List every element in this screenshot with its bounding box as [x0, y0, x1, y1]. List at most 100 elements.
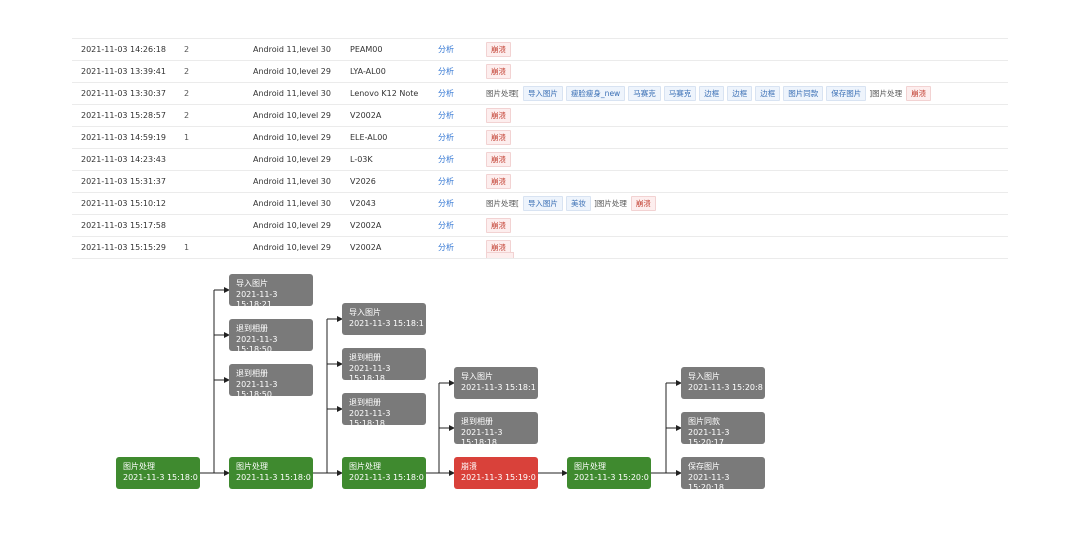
flow-node-time: 2021-11-3 15:19:0: [461, 473, 536, 482]
flow-node-time: 2021-11-3 15:20:17: [688, 428, 730, 447]
flow-node-label: 导入图片: [688, 372, 720, 381]
flow-node-time: 2021-11-3 15:18:50: [236, 380, 278, 399]
flow-node[interactable]: 图片处理 2021-11-3 15:18:0: [229, 457, 313, 489]
analyze-link[interactable]: 分析: [438, 177, 454, 186]
os-version: Android 11,level 30: [253, 89, 331, 98]
event-time: 2021-11-03 15:28:57: [81, 111, 166, 120]
crash-tag[interactable]: 崩溃: [906, 86, 932, 101]
flow-node[interactable]: 退到相册 2021-11-3 15:18:50: [229, 364, 313, 399]
flow-node-label: 图片同款: [688, 417, 720, 426]
redaction-mask: [199, 149, 239, 170]
flow-node-time: 2021-11-3 15:20:0: [574, 473, 649, 482]
table-row: 2021-11-03 15:28:57 2 Android 10,level 29 V…: [72, 104, 1008, 126]
crash-tag[interactable]: 崩溃: [486, 42, 511, 57]
redaction-mask: [199, 237, 239, 258]
group-bracket-label: 图片处理[: [486, 89, 519, 98]
crash-tag-cutoff: [486, 252, 514, 258]
os-version: Android 11,level 30: [253, 45, 331, 54]
flow-node[interactable]: 图片同款 2021-11-3 15:20:17: [681, 412, 765, 447]
crash-tag[interactable]: 崩溃: [486, 64, 511, 79]
event-time: 2021-11-03 14:59:19: [81, 133, 166, 142]
device-model: PEAM00: [350, 45, 383, 54]
user-id: 1: [184, 243, 190, 252]
table-row: 2021-11-03 14:59:19 1 Android 10,level 29 E…: [72, 126, 1008, 148]
crash-tag[interactable]: 崩溃: [486, 130, 511, 145]
flow-node-label: 退到相册: [461, 417, 493, 426]
flow-node-label: 退到相册: [349, 398, 381, 407]
flow-node[interactable]: 导入图片 2021-11-3 15:18:21: [229, 274, 313, 309]
analyze-link[interactable]: 分析: [438, 67, 454, 76]
analyze-link[interactable]: 分析: [438, 89, 454, 98]
action-tag[interactable]: 边框: [699, 86, 725, 101]
flow-node-label: 保存图片: [688, 462, 720, 471]
analyze-link[interactable]: 分析: [438, 221, 454, 230]
event-time: 2021-11-03 15:10:12: [81, 199, 166, 208]
flow-node[interactable]: 图片处理 2021-11-3 15:18:0: [342, 457, 426, 489]
event-time: 2021-11-03 15:15:29: [81, 243, 166, 252]
device-model: ELE-AL00: [350, 133, 388, 142]
flow-node-time: 2021-11-3 15:18:0: [236, 473, 311, 482]
analyze-link[interactable]: 分析: [438, 45, 454, 54]
flow-node-crash[interactable]: 崩溃 2021-11-3 15:19:0: [454, 457, 538, 489]
flow-node[interactable]: 保存图片 2021-11-3 15:20:18: [681, 457, 765, 492]
redaction-mask: [199, 215, 239, 236]
os-version: Android 10,level 29: [253, 111, 331, 120]
device-model: V2026: [350, 177, 376, 186]
redaction-mask: [199, 127, 239, 148]
action-tag[interactable]: 美妆: [565, 196, 591, 211]
action-tag[interactable]: 导入图片: [522, 86, 563, 101]
action-tag[interactable]: 马赛克: [628, 86, 661, 101]
crash-tag[interactable]: 崩溃: [486, 108, 511, 123]
action-tag[interactable]: 瘦脸瘦身_new: [565, 86, 626, 101]
flow-node-label: 崩溃: [461, 462, 477, 471]
flow-node-time: 2021-11-3 15:18:1: [349, 319, 424, 328]
user-id: 2: [184, 67, 190, 76]
action-tag[interactable]: 保存图片: [826, 86, 867, 101]
flow-node[interactable]: 退到相册 2021-11-3 15:18:18: [342, 393, 426, 428]
action-tag[interactable]: 导入图片: [522, 196, 563, 211]
flow-node-label: 退到相册: [236, 324, 268, 333]
event-time: 2021-11-03 14:23:43: [81, 155, 166, 164]
user-id: 2: [184, 45, 190, 54]
flow-node[interactable]: 导入图片 2021-11-3 15:18:1: [454, 367, 538, 399]
crash-tag[interactable]: 崩溃: [486, 152, 511, 167]
table-row: 2021-11-03 13:39:41 2 Android 10,level 29 L…: [72, 60, 1008, 82]
action-tag[interactable]: 马赛克: [663, 86, 697, 101]
event-log-table: 2021-11-03 14:26:18 2 Android 11,level 30 P…: [72, 38, 1008, 259]
flow-node[interactable]: 退到相册 2021-11-3 15:18:18: [454, 412, 538, 447]
analyze-link[interactable]: 分析: [438, 111, 454, 120]
analyze-link[interactable]: 分析: [438, 199, 454, 208]
event-time: 2021-11-03 13:30:37: [81, 89, 166, 98]
flow-node[interactable]: 导入图片 2021-11-3 15:18:1: [342, 303, 426, 335]
flow-node[interactable]: 退到相册 2021-11-3 15:18:18: [342, 348, 426, 383]
flow-node[interactable]: 图片处理 2021-11-3 15:20:0: [567, 457, 651, 489]
analyze-link[interactable]: 分析: [438, 155, 454, 164]
flow-node[interactable]: 图片处理 2021-11-3 15:18:0: [116, 457, 200, 489]
analyze-link[interactable]: 分析: [438, 243, 454, 252]
crash-tag[interactable]: 崩溃: [486, 174, 511, 189]
user-id: 2: [184, 111, 190, 120]
flow-node-time: 2021-11-3 15:18:0: [123, 473, 198, 482]
action-tag[interactable]: 图片同款: [783, 86, 824, 101]
device-model: V2002A: [350, 243, 382, 252]
flow-node-time: 2021-11-3 15:20:18: [688, 473, 730, 492]
event-time: 2021-11-03 14:26:18: [81, 45, 166, 54]
analyze-link[interactable]: 分析: [438, 133, 454, 142]
flow-node[interactable]: 导入图片 2021-11-3 15:20:8: [681, 367, 765, 399]
crash-tag[interactable]: 崩溃: [486, 218, 511, 233]
user-id: 2: [184, 89, 190, 98]
flow-node-time: 2021-11-3 15:20:8: [688, 383, 763, 392]
flow-node[interactable]: 退到相册 2021-11-3 15:18:50: [229, 319, 313, 354]
device-model: LYA-AL00: [350, 67, 386, 76]
action-tag[interactable]: 边框: [755, 86, 781, 101]
action-tag[interactable]: 边框: [727, 86, 753, 101]
flow-node-label: 图片处理: [574, 462, 606, 471]
device-model: Lenovo K12 Note: [350, 89, 419, 98]
flow-node-label: 导入图片: [461, 372, 493, 381]
device-model: V2002A: [350, 221, 382, 230]
flow-node-label: 图片处理: [236, 462, 268, 471]
flow-node-label: 导入图片: [236, 279, 268, 288]
os-version: Android 10,level 29: [253, 243, 331, 252]
crash-tag[interactable]: 崩溃: [630, 196, 656, 211]
flow-node-time: 2021-11-3 15:18:21: [236, 290, 278, 309]
